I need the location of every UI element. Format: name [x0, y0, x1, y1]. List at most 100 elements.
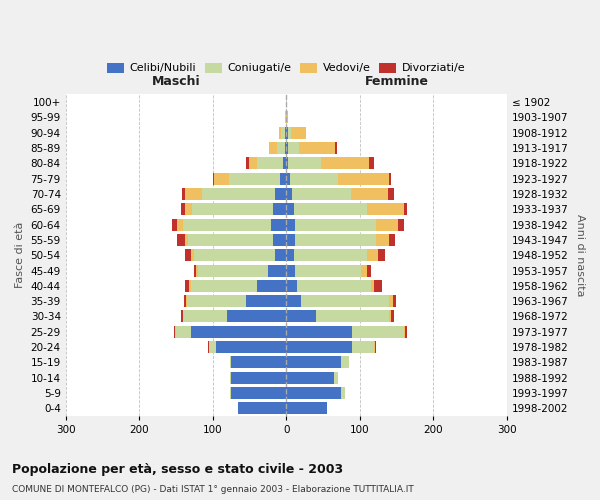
Bar	[185, 234, 188, 246]
Bar	[286, 402, 326, 414]
Bar	[389, 295, 393, 307]
Bar	[280, 172, 286, 184]
Bar	[286, 158, 287, 170]
Bar	[269, 142, 277, 154]
Bar	[279, 127, 281, 138]
Bar	[367, 204, 404, 216]
Text: Popolazione per età, sesso e stato civile - 2003: Popolazione per età, sesso e stato civil…	[12, 462, 343, 475]
Bar	[338, 172, 389, 184]
Bar	[273, 204, 286, 216]
Bar	[273, 234, 286, 246]
Bar	[212, 172, 214, 184]
Text: Femmine: Femmine	[364, 75, 428, 88]
Bar	[286, 127, 287, 138]
Bar	[187, 295, 246, 307]
Bar	[285, 127, 286, 138]
Bar	[182, 188, 185, 200]
Bar	[376, 218, 398, 230]
Bar	[286, 264, 295, 276]
Bar	[292, 127, 306, 138]
Bar	[229, 172, 280, 184]
Bar	[230, 356, 231, 368]
Bar	[287, 142, 299, 154]
Bar	[374, 280, 382, 292]
Bar	[295, 264, 361, 276]
Bar	[275, 250, 286, 261]
Bar	[275, 188, 286, 200]
Bar	[286, 142, 287, 154]
Bar	[184, 295, 186, 307]
Bar	[388, 188, 394, 200]
Bar	[183, 218, 271, 230]
Bar	[178, 234, 185, 246]
Bar	[293, 204, 367, 216]
Bar	[293, 250, 367, 261]
Bar	[335, 142, 337, 154]
Bar	[287, 127, 292, 138]
Bar	[297, 280, 371, 292]
Bar	[391, 310, 394, 322]
Bar	[231, 387, 286, 399]
Bar	[361, 264, 367, 276]
Bar	[208, 341, 209, 353]
Bar	[286, 295, 301, 307]
Bar	[389, 234, 395, 246]
Bar	[389, 310, 391, 322]
Bar	[268, 264, 286, 276]
Bar	[231, 356, 286, 368]
Bar	[367, 250, 378, 261]
Bar	[286, 341, 352, 353]
Bar	[283, 158, 286, 170]
Bar	[341, 356, 349, 368]
Bar	[214, 172, 229, 184]
Bar	[286, 280, 297, 292]
Bar	[321, 158, 368, 170]
Text: Maschi: Maschi	[152, 75, 200, 88]
Legend: Celibi/Nubili, Coniugati/e, Vedovi/e, Divorziati/e: Celibi/Nubili, Coniugati/e, Vedovi/e, Di…	[103, 58, 469, 78]
Bar	[191, 250, 194, 261]
Bar	[286, 326, 352, 338]
Y-axis label: Anni di nascita: Anni di nascita	[575, 214, 585, 296]
Bar	[192, 204, 273, 216]
Bar	[404, 326, 405, 338]
Bar	[286, 172, 290, 184]
Bar	[246, 158, 250, 170]
Bar	[301, 295, 389, 307]
Bar	[182, 310, 183, 322]
Bar	[341, 387, 345, 399]
Bar	[286, 204, 293, 216]
Bar	[285, 142, 286, 154]
Bar	[398, 218, 404, 230]
Bar	[230, 372, 231, 384]
Bar	[281, 127, 285, 138]
Bar	[185, 280, 189, 292]
Bar	[185, 204, 192, 216]
Bar	[250, 158, 257, 170]
Bar	[186, 295, 187, 307]
Bar	[185, 250, 191, 261]
Bar	[393, 295, 397, 307]
Bar	[367, 264, 371, 276]
Bar	[191, 280, 257, 292]
Bar	[404, 204, 407, 216]
Bar	[178, 218, 183, 230]
Bar	[194, 250, 275, 261]
Bar	[257, 280, 286, 292]
Bar	[286, 310, 316, 322]
Bar	[299, 142, 335, 154]
Bar	[292, 188, 351, 200]
Bar	[371, 280, 374, 292]
Bar	[271, 218, 286, 230]
Bar	[290, 172, 338, 184]
Bar	[277, 142, 285, 154]
Bar	[202, 188, 275, 200]
Bar	[286, 234, 295, 246]
Bar	[231, 372, 286, 384]
Y-axis label: Fasce di età: Fasce di età	[15, 222, 25, 288]
Bar	[334, 372, 338, 384]
Bar	[286, 218, 295, 230]
Bar	[295, 218, 376, 230]
Bar	[188, 234, 273, 246]
Bar	[257, 158, 283, 170]
Bar	[181, 310, 182, 322]
